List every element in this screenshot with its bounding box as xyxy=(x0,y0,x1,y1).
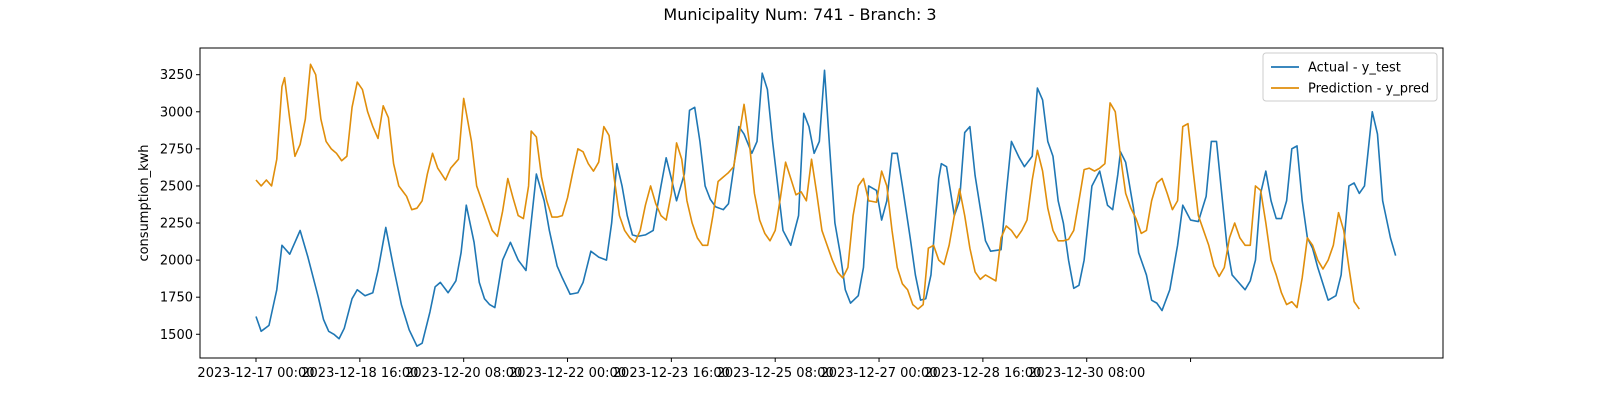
chart-title: Municipality Num: 741 - Branch: 3 xyxy=(663,5,937,24)
series-line-prediction xyxy=(255,63,1360,310)
y-tick-label: 1750 xyxy=(160,291,193,306)
x-tick-label: 2023-12-17 00:00 xyxy=(197,366,314,381)
series-line-actual xyxy=(255,69,1397,347)
x-tick-label: 2023-12-30 08:00 xyxy=(1028,366,1145,381)
x-tick-label: 2023-12-27 00:00 xyxy=(820,366,937,381)
legend: Actual - y_test Prediction - y_pred xyxy=(1262,52,1438,102)
x-tick-label: 2023-12-28 16:00 xyxy=(924,366,1041,381)
x-tick-label: 2023-12-20 08:00 xyxy=(405,366,522,381)
legend-box xyxy=(1262,52,1438,102)
x-tick-label: 2023-12-25 08:00 xyxy=(717,366,834,381)
y-tick-label: 3000 xyxy=(160,105,193,120)
y-axis-label: consumption_kwh xyxy=(137,144,152,261)
y-tick-label: 2500 xyxy=(160,179,193,194)
legend-label-actual: Actual - y_test xyxy=(1308,61,1401,76)
y-tick-label: 2000 xyxy=(160,254,193,269)
y-tick-label: 2250 xyxy=(160,217,193,232)
x-tick-label: 2023-12-22 00:00 xyxy=(509,366,626,381)
y-tick-label: 2750 xyxy=(160,142,193,157)
x-tick-label: 2023-12-23 16:00 xyxy=(613,366,730,381)
y-tick-label: 1500 xyxy=(160,328,193,343)
chart-marks: 1500 1750 2000 2250 2500 2750 3000 3250 consumpt… xyxy=(137,47,1444,381)
legend-label-prediction: Prediction - y_pred xyxy=(1308,82,1429,97)
plot-frame xyxy=(199,47,1444,359)
x-tick-label: 2023-12-18 16:00 xyxy=(301,366,418,381)
y-tick-label: 3250 xyxy=(160,68,193,83)
